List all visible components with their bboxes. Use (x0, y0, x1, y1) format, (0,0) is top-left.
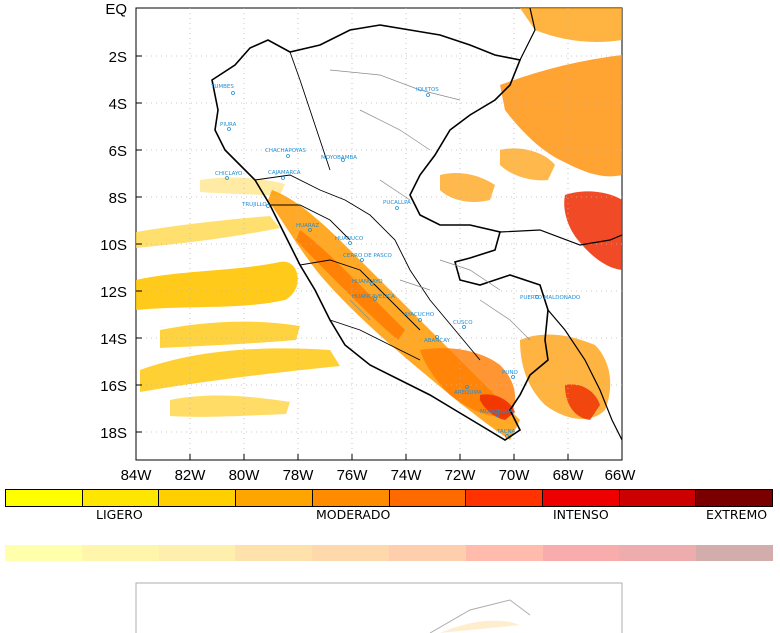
amazon-cells-top (520, 8, 622, 42)
tick-marks (136, 7, 569, 460)
city-label: CHICLAYO (215, 171, 243, 177)
city-label: CERRO DE PASCO (343, 253, 393, 259)
city-label: AREQUIPA (454, 390, 482, 396)
ocean-cloud-band-5 (170, 395, 290, 417)
city-label: HUANCAYO (352, 279, 383, 285)
city-label: HUARAZ (296, 223, 319, 229)
x-tick-label: 78W (283, 467, 315, 484)
andes-rain-core (296, 230, 405, 340)
ocean-cloud-band-6 (200, 177, 285, 196)
legend-swatch (236, 490, 313, 506)
x-tick-label: 82W (175, 467, 207, 484)
city-markers (225, 91, 539, 438)
city-label: PUCALLPA (383, 200, 411, 206)
legend-swatch (466, 490, 543, 506)
brazil-boundary (499, 229, 622, 246)
y-tick-label: 6S (109, 143, 127, 160)
city-label: HUANUCO (335, 236, 364, 242)
legend-swatch (389, 490, 467, 506)
legend-label-intenso: INTENSO (553, 507, 609, 522)
amazon-intense-cells (564, 191, 622, 270)
x-tick-label: 70W (499, 467, 531, 484)
city-label: PUERTO MALDONADO (520, 295, 581, 301)
legend-swatch (159, 490, 237, 506)
legend-label-ligero: LIGERO (96, 507, 143, 522)
legend-swatch (619, 490, 697, 506)
y-axis-labels: EQ 2S 4S 6S 8S 10S 12S 14S 16S 18S (100, 1, 127, 442)
x-tick-label: 84W (121, 467, 153, 484)
legend-label-extremo: EXTREMO (706, 507, 768, 522)
south-rain-core (480, 394, 515, 420)
city-label: HUANCAVELICA (352, 294, 395, 300)
y-tick-label: 12S (100, 284, 127, 301)
city-label: CHACHAPOYAS (265, 148, 306, 154)
legend-label-moderado: MODERADO (316, 507, 391, 522)
amazon-scattered-cells (440, 173, 495, 202)
x-tick-label: 66W (605, 467, 637, 484)
city-label: TRUJILLO (241, 202, 267, 208)
city-label: ABANCAY (424, 338, 451, 344)
amazon-cells-north (500, 55, 622, 177)
city-label: TUMBES (210, 84, 234, 90)
ocean-cloud-band-3 (160, 321, 300, 348)
legend-swatch (82, 490, 160, 506)
x-tick-label: 72W (445, 467, 477, 484)
neighbor-boundary-north (519, 8, 536, 61)
y-tick-label: 8S (109, 190, 127, 207)
y-tick-label: 2S (109, 49, 127, 66)
ocean-cloud-band-4 (140, 348, 340, 392)
y-tick-label: 4S (109, 96, 127, 113)
x-tick-label: 76W (337, 467, 369, 484)
x-axis-labels: 84W 82W 80W 78W 76W 74W 72W 70W 68W 66W (121, 467, 637, 484)
peru-boundary (211, 24, 549, 441)
precipitation-map: TUMBES PIURA CHICLAYO TRUJILLO CHACHAPOY… (100, 1, 637, 484)
legend-swatch (6, 490, 83, 506)
neighbor-boundary-east (547, 309, 622, 441)
city-label: IQUITOS (416, 87, 439, 93)
reflection-map-edge (135, 582, 623, 633)
legend-swatch (542, 490, 620, 506)
reflection-bar (5, 545, 773, 561)
bolivia-intense-cells (565, 384, 600, 420)
y-tick-label: 14S (100, 331, 127, 348)
x-tick-label: 68W (553, 467, 585, 484)
ocean-cloud-band-1 (136, 261, 298, 310)
city-labels: TUMBES PIURA CHICLAYO TRUJILLO CHACHAPOY… (210, 84, 581, 435)
city-label: CUSCO (453, 320, 473, 326)
city-label: MOYOBAMBA (321, 155, 357, 161)
x-tick-label: 74W (391, 467, 423, 484)
city-label: CAJAMARCA (268, 170, 301, 176)
amazon-scattered-cells-2 (500, 148, 555, 181)
color-legend-bar (5, 489, 773, 507)
y-tick-label: 18S (100, 425, 127, 442)
x-tick-label: 80W (229, 467, 261, 484)
y-tick-label: 10S (100, 237, 127, 254)
y-tick-label: 16S (100, 378, 127, 395)
boundaries (211, 8, 622, 441)
y-tick-label: EQ (105, 1, 127, 18)
legend-swatch (696, 490, 773, 506)
internal-boundaries-black (254, 51, 481, 361)
city-label: PIURA (220, 122, 237, 128)
city-label: PUNO (502, 370, 518, 376)
internal-boundaries-gray (329, 69, 531, 341)
city-label: MOQUEGUA (480, 409, 513, 415)
legend-swatch (312, 490, 390, 506)
city-label: TACNA (496, 429, 516, 435)
precipitation-layer (136, 8, 622, 440)
city-label: AYACUCHO (404, 312, 435, 318)
mirror-reflection (0, 535, 780, 633)
